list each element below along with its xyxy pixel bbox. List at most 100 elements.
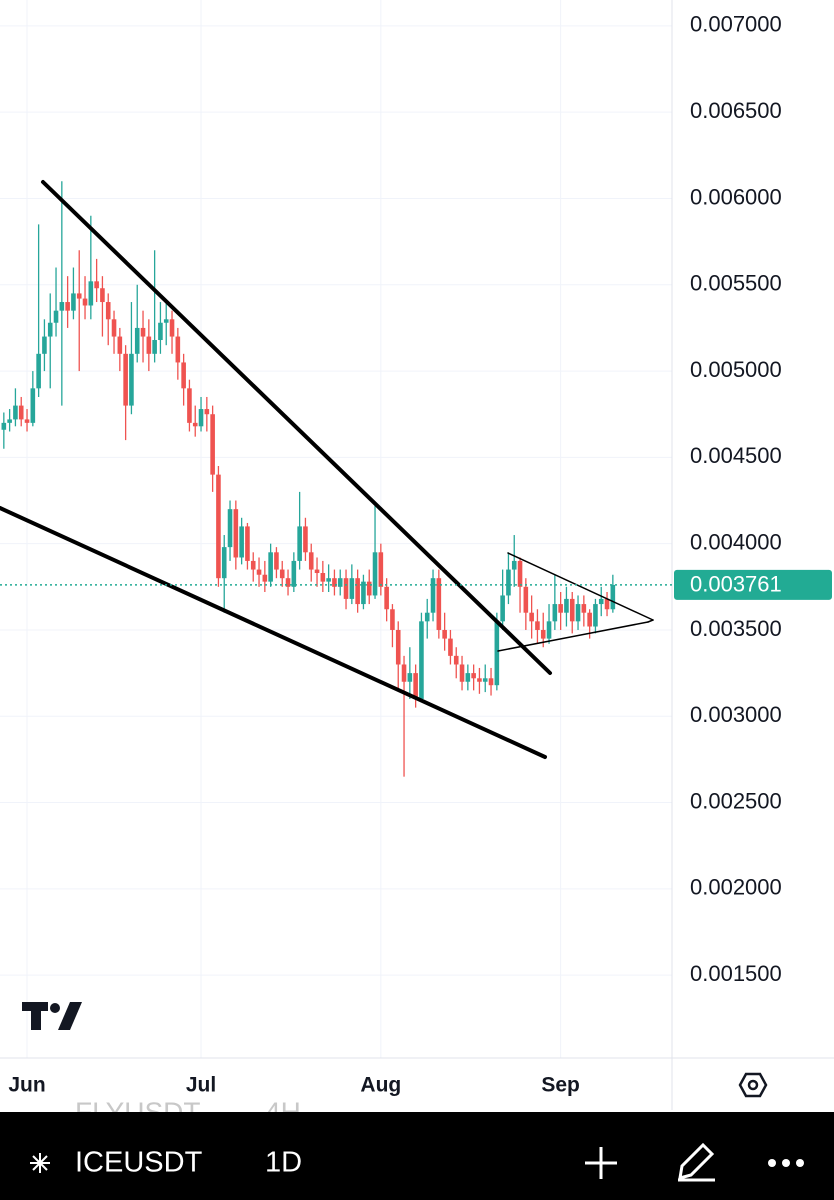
y-tick-label: 0.001500 bbox=[690, 961, 782, 986]
candle-body bbox=[506, 569, 511, 596]
candle-body bbox=[337, 578, 343, 587]
candle-body bbox=[378, 552, 384, 587]
trend-line bbox=[41, 180, 552, 675]
candle-body bbox=[210, 414, 215, 475]
y-tick-label: 0.003000 bbox=[690, 702, 782, 727]
candle-body bbox=[65, 302, 70, 311]
candle-body bbox=[181, 362, 186, 389]
candle-body bbox=[430, 578, 436, 613]
candle-body bbox=[390, 609, 395, 630]
candle-body bbox=[575, 604, 581, 622]
candle-body bbox=[1, 422, 7, 430]
candle-body bbox=[192, 422, 198, 427]
x-tick-label: Sep bbox=[541, 1074, 580, 1097]
candle-body bbox=[30, 388, 36, 423]
dot[interactable] bbox=[768, 1159, 776, 1167]
candles bbox=[1, 181, 616, 777]
candle-body bbox=[419, 621, 424, 700]
candle-body bbox=[245, 526, 250, 561]
candle-body bbox=[285, 578, 291, 587]
logo-part bbox=[58, 1002, 82, 1030]
candle-body bbox=[216, 474, 221, 579]
triangle-line bbox=[507, 552, 654, 621]
y-tick-label: 0.005000 bbox=[690, 357, 782, 382]
candle-body bbox=[88, 281, 94, 306]
candle-body bbox=[517, 560, 523, 587]
candle-body bbox=[564, 598, 569, 613]
candle-body bbox=[175, 336, 181, 363]
candle-body bbox=[448, 638, 453, 656]
candle-body bbox=[361, 581, 366, 605]
candle-body bbox=[13, 405, 18, 420]
last-price-label: 0.003761 bbox=[690, 572, 782, 597]
candle-body bbox=[587, 612, 592, 627]
candle-body bbox=[239, 526, 244, 558]
y-tick-label: 0.002500 bbox=[690, 788, 782, 813]
candle-body bbox=[372, 552, 378, 596]
candle-body bbox=[494, 621, 500, 686]
candle-body bbox=[314, 569, 320, 574]
candle-body bbox=[471, 673, 476, 679]
candle-body bbox=[593, 604, 598, 627]
candle-body bbox=[7, 419, 12, 423]
candle-body bbox=[117, 336, 123, 354]
candle-body bbox=[47, 322, 53, 337]
candle-body bbox=[94, 281, 99, 289]
symbol-icon[interactable] bbox=[30, 1153, 50, 1173]
triangle-line bbox=[647, 619, 654, 623]
candle-body bbox=[82, 298, 88, 306]
candle-body bbox=[482, 678, 488, 682]
dot[interactable] bbox=[782, 1159, 790, 1167]
candle-body bbox=[581, 604, 587, 613]
y-tick-label: 0.004000 bbox=[690, 529, 782, 554]
y-tick-label: 0.006000 bbox=[690, 184, 782, 209]
candle-body bbox=[535, 621, 540, 630]
candle-body bbox=[134, 327, 140, 354]
icon-stroke[interactable] bbox=[32, 1155, 48, 1171]
x-tick-label: Aug bbox=[360, 1074, 401, 1097]
symbol[interactable]: ICEUSDT bbox=[75, 1147, 203, 1179]
candle-body bbox=[18, 405, 24, 420]
candle-body bbox=[111, 319, 117, 337]
pen-icon[interactable] bbox=[678, 1142, 715, 1182]
y-tick-label: 0.007000 bbox=[690, 12, 782, 37]
candle-body bbox=[488, 678, 494, 686]
interval[interactable]: 1D bbox=[265, 1147, 302, 1179]
candle-body bbox=[529, 612, 534, 622]
candle-body bbox=[303, 526, 308, 553]
candle-body bbox=[355, 578, 360, 605]
candle-body bbox=[552, 604, 558, 622]
candle-body bbox=[268, 552, 273, 582]
draw-button[interactable] bbox=[678, 1142, 715, 1182]
settings-dot[interactable] bbox=[747, 1079, 759, 1091]
candle-body bbox=[349, 578, 355, 599]
settings-hex[interactable] bbox=[738, 1072, 768, 1098]
candle-body bbox=[297, 526, 302, 561]
candle-body bbox=[384, 586, 389, 610]
candle-body bbox=[459, 664, 465, 682]
candle-body bbox=[558, 604, 563, 613]
grid bbox=[0, 0, 672, 1058]
candle-body bbox=[53, 310, 59, 323]
settings-icon[interactable] bbox=[738, 1072, 768, 1098]
candle-body bbox=[256, 569, 262, 575]
candle-body bbox=[291, 560, 297, 587]
candle-body bbox=[598, 598, 604, 605]
x-tick-label: Jun bbox=[8, 1074, 45, 1097]
candle-body bbox=[105, 302, 111, 320]
more-button[interactable] bbox=[768, 1159, 804, 1167]
candle-body bbox=[546, 621, 552, 639]
candle-body bbox=[279, 569, 285, 579]
candle-body bbox=[140, 327, 146, 337]
candle-body bbox=[204, 409, 210, 415]
dot[interactable] bbox=[796, 1159, 804, 1167]
candle-body bbox=[71, 293, 76, 311]
candle-body bbox=[158, 322, 163, 341]
candle-body bbox=[569, 598, 575, 622]
y-tick-label: 0.004500 bbox=[690, 443, 782, 468]
candle-body bbox=[511, 560, 517, 570]
candle-body bbox=[169, 319, 175, 337]
add-button[interactable] bbox=[585, 1147, 617, 1179]
